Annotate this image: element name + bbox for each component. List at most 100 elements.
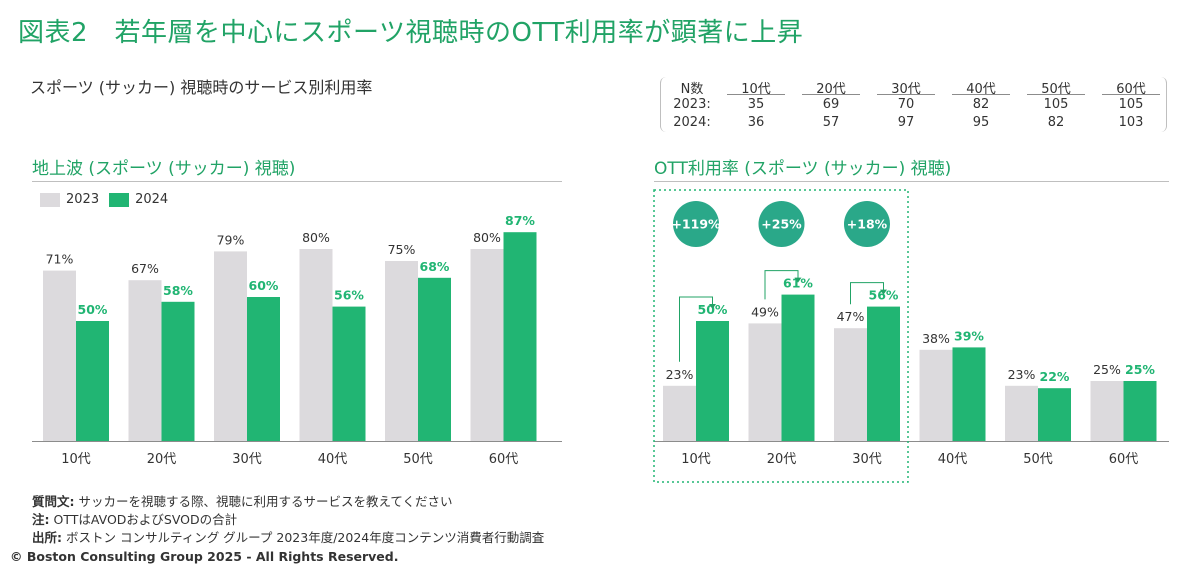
data-label-2023: 23% (666, 367, 694, 382)
n-cell: 82 (1047, 115, 1065, 130)
note-label: 注: (32, 512, 50, 527)
bar-2024 (76, 321, 109, 441)
note-text: サッカーを視聴する際、視聴に利用するサービスを教えてください (78, 494, 453, 509)
n-rule (1027, 94, 1085, 95)
growth-badge-label: +25% (761, 217, 802, 232)
bar-2024 (332, 306, 366, 441)
data-label-2023: 38% (922, 331, 950, 346)
ott-chart-title: OTT利用率 (スポーツ (サッカー) 視聴) (654, 159, 952, 179)
n-rule (727, 94, 785, 95)
n-rule (1102, 94, 1160, 95)
ott-bar-chart: 23% 50% 10代 49% 61% 20代 47% 56% 30代 38% 39% 40代 23% 2… (653, 189, 1169, 483)
n-row-2024-label: 2024: (673, 115, 711, 130)
x-tick-label: 10代 (61, 452, 91, 467)
chart-legend: 2023 2024 (40, 192, 178, 207)
bar-2024 (1123, 381, 1157, 441)
bar-2024 (161, 301, 195, 441)
data-label-2023: 75% (388, 242, 416, 257)
bar-2023 (663, 385, 696, 441)
data-label-2024: 22% (1040, 369, 1070, 384)
note-label: 質問文: (32, 494, 75, 509)
n-cell: 103 (1118, 115, 1144, 130)
x-tick-label: 20代 (147, 452, 177, 467)
section-divider (654, 181, 1169, 182)
data-label-2024: 50% (78, 302, 108, 317)
x-tick-label: 50代 (1023, 452, 1053, 467)
bar-2023 (1090, 381, 1124, 441)
data-label-2024: 61% (783, 276, 813, 291)
bar-2024 (781, 294, 815, 441)
bar-2023 (470, 249, 504, 441)
data-label-2024: 50% (698, 302, 728, 317)
n-cell: 97 (897, 115, 915, 130)
data-label-2024: 39% (954, 328, 984, 343)
n-header-30s: 30代 (891, 82, 921, 97)
data-label-2024: 58% (163, 283, 193, 298)
arrow-head (794, 277, 802, 283)
growth-badge-label: +119% (671, 217, 721, 232)
note-question: 質問文: サッカーを視聴する際、視聴に利用するサービスを教えてください (32, 493, 544, 511)
note-label: 出所: (32, 530, 62, 545)
x-tick-label: 60代 (489, 452, 519, 467)
note-remark: 注: OTTはAVODおよびSVODの合計 (32, 511, 544, 529)
data-label-2024: 56% (334, 288, 364, 303)
legend-label: 2023 (66, 192, 100, 207)
data-label-2023: 71% (46, 252, 74, 267)
n-header-60s: 60代 (1116, 82, 1146, 97)
data-label-2023: 49% (751, 304, 779, 319)
data-label-2023: 23% (1008, 367, 1036, 382)
note-source: 出所: ボストン コンサルティング グループ 2023年度/2024年度コンテン… (32, 529, 544, 547)
bar-2023 (43, 270, 76, 441)
sample-size-table: N数 10代 20代 30代 40代 50代 60代 2023: 35 69 7… (660, 77, 1167, 132)
bar-2023 (299, 249, 333, 441)
n-cell: 105 (1043, 97, 1069, 112)
n-cell: 57 (822, 115, 840, 130)
growth-badge (844, 201, 890, 247)
n-header-50s: 50代 (1041, 82, 1071, 97)
growth-arrow (850, 282, 884, 305)
bar-2024 (867, 306, 900, 441)
data-label-2024: 87% (505, 213, 535, 228)
copyright: © Boston Consulting Group 2025 - All Rig… (10, 549, 399, 564)
n-rule (802, 94, 860, 95)
bar-2023 (385, 261, 418, 441)
legend-swatch-gray (40, 192, 60, 207)
growth-badge-label: +18% (847, 217, 888, 232)
bar-2023 (748, 323, 782, 441)
bar-2023 (128, 280, 162, 441)
data-label-2023: 80% (473, 230, 501, 245)
section-divider (32, 181, 562, 182)
n-cell: 36 (747, 115, 765, 130)
n-cell: 70 (897, 97, 915, 112)
n-header-40s: 40代 (966, 82, 996, 97)
growth-arrow (764, 270, 799, 300)
data-label-2024: 25% (1125, 362, 1155, 377)
n-header-10s: 10代 (741, 82, 771, 97)
highlight-box (653, 189, 909, 483)
bar-2024 (418, 277, 451, 441)
legend-item-2023: 2023 (40, 192, 99, 207)
bar-2023 (834, 328, 867, 441)
bar-2024 (952, 347, 986, 441)
n-cell: 82 (972, 97, 990, 112)
note-text: ボストン コンサルティング グループ 2023年度/2024年度コンテンツ消費者… (65, 530, 545, 545)
bar-2023 (1005, 385, 1038, 441)
footnotes: 質問文: サッカーを視聴する際、視聴に利用するサービスを教えてください 注: O… (32, 493, 544, 547)
x-tick-label: 20代 (767, 452, 797, 467)
page-title: 図表2 若年層を中心にスポーツ視聴時のOTT利用率が顕著に上昇 (18, 18, 804, 48)
legend-swatch-green (109, 192, 130, 207)
bar-2023 (214, 251, 247, 441)
arrow-head (709, 304, 716, 309)
n-cell: 105 (1118, 97, 1144, 112)
data-label-2024: 56% (869, 288, 899, 303)
growth-badge (758, 201, 805, 247)
x-tick-label: 60代 (1109, 452, 1139, 467)
bar-2024 (247, 297, 280, 441)
n-row-2023-label: 2023: (673, 97, 711, 112)
x-tick-label: 50代 (403, 452, 433, 467)
note-text: OTTはAVODおよびSVODの合計 (53, 512, 238, 527)
x-tick-label: 10代 (681, 452, 711, 467)
growth-arrow (679, 296, 713, 362)
data-label-2023: 80% (302, 230, 330, 245)
